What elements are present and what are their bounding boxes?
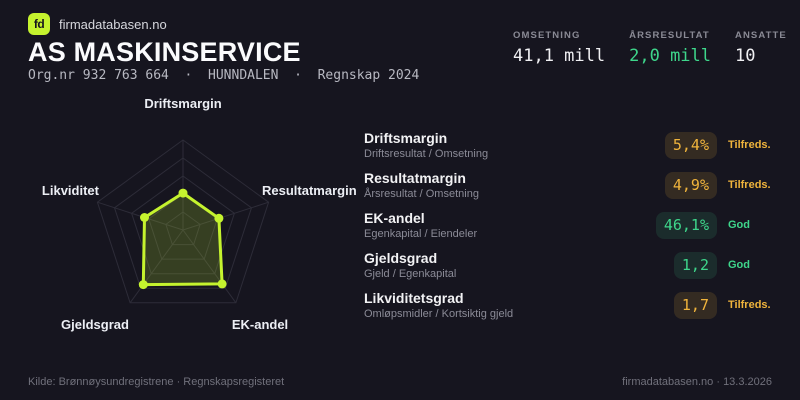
radar-axis-gjeldsgrad: Gjeldsgrad: [61, 317, 129, 332]
metric-row-driftsmargin: Driftsmargin Driftsresultat / Omsetning …: [364, 129, 784, 161]
metric-status: Tilfreds.: [728, 139, 771, 151]
radar-grid-spoke: [129, 229, 184, 304]
metric-row-likviditetsgrad: Likviditetsgrad Omløpsmidler / Kortsikti…: [364, 289, 784, 321]
footer-source: Kilde: Brønnøysundregistrene · Regnskaps…: [28, 376, 285, 388]
brand-row: fd firmadatabasen.no: [28, 13, 167, 35]
metric-formula: Driftsresultat / Omsetning: [364, 147, 489, 160]
radar-axis-driftsmargin: Driftsmargin: [144, 96, 222, 111]
metric-formula: Gjeld / Egenkapital: [364, 267, 457, 280]
stat-label: OMSETNING: [513, 30, 581, 41]
radar-grid-spoke: [182, 229, 237, 304]
metrics-list: Driftsmargin Driftsresultat / Omsetning …: [364, 129, 784, 329]
radar-data-polygon: [141, 191, 224, 287]
metric-value-badge: 5,4%: [664, 131, 717, 159]
radar-axis-resultatmargin: Resultatmargin: [262, 183, 357, 198]
metric-row-resultatmargin: Resultatmargin Årsresultat / Omsetning 4…: [364, 169, 784, 201]
radar-grid-ring: [96, 139, 270, 304]
radar-axis-likviditet: Likviditet: [41, 183, 99, 198]
metric-name: Likviditetsgrad: [364, 289, 464, 306]
radar-grid-spoke: [97, 201, 184, 231]
radar-data-point: [178, 188, 188, 198]
stat-label: ÅRSRESULTAT: [629, 30, 710, 41]
stat-ansatte: ANSATTE 10: [735, 30, 787, 66]
brand-name[interactable]: firmadatabasen.no: [59, 16, 167, 32]
metric-status: Tilfreds.: [728, 299, 771, 311]
metric-formula: Årsresultat / Omsetning: [364, 187, 479, 200]
metric-formula: Omløpsmidler / Kortsiktig gjeld: [364, 307, 514, 320]
metric-name: Resultatmargin: [364, 169, 466, 186]
radar-data-point: [140, 213, 149, 222]
metric-value-badge: 1,2: [673, 251, 717, 279]
page-title: AS MASKINSERVICE: [28, 37, 301, 67]
stat-value: 2,0 mill: [629, 46, 712, 66]
radar-grid-ring: [131, 175, 235, 275]
metric-name: EK-andel: [364, 209, 425, 226]
firmadatabasen-logo-icon[interactable]: fd: [28, 13, 50, 35]
metric-value-badge: 4,9%: [664, 171, 717, 199]
radar-chart: Driftsmargin Resultatmargin EK-andel Gje…: [18, 92, 357, 347]
metric-status: God: [728, 259, 750, 271]
company-subtitle: Org.nr 932 763 664 · HUNNDALEN · Regnska…: [28, 68, 420, 83]
radar-axis-ek-andel: EK-andel: [231, 317, 289, 332]
stat-omsetning: OMSETNING 41,1 mill: [513, 30, 605, 66]
metric-status: Tilfreds.: [728, 179, 771, 191]
metric-name: Driftsmargin: [364, 129, 448, 146]
radar-grid-spoke: [182, 201, 269, 231]
headline-stats: OMSETNING 41,1 mill ÅRSRESULTAT 2,0 mill…: [513, 30, 787, 66]
metric-row-gjeldsgrad: Gjeldsgrad Gjeld / Egenkapital 1,2 God: [364, 249, 784, 281]
metric-name: Gjeldsgrad: [364, 249, 438, 266]
radar-grid-ring: [165, 211, 201, 246]
metric-value-badge: 1,7: [673, 291, 717, 319]
radar-data-point: [214, 213, 224, 223]
radar-data-point: [138, 280, 148, 290]
stat-value: 41,1 mill: [513, 46, 606, 66]
stat-value: 10: [735, 46, 756, 66]
radar-chart-svg: [96, 139, 270, 304]
metric-row-ek-andel: EK-andel Egenkapital / Eiendeler 46,1% G…: [364, 209, 784, 241]
radar-grid-ring: [113, 157, 253, 289]
radar-data-point: [217, 279, 227, 289]
stat-label: ANSATTE: [735, 30, 787, 41]
metric-status: God: [728, 219, 750, 231]
metric-formula: Egenkapital / Eiendeler: [364, 227, 478, 240]
metric-value-badge: 46,1%: [655, 211, 717, 239]
footer-site[interactable]: firmadatabasen.no · 13.3.2026: [622, 376, 772, 388]
stat-aarsresultat: ÅRSRESULTAT 2,0 mill: [629, 30, 711, 66]
